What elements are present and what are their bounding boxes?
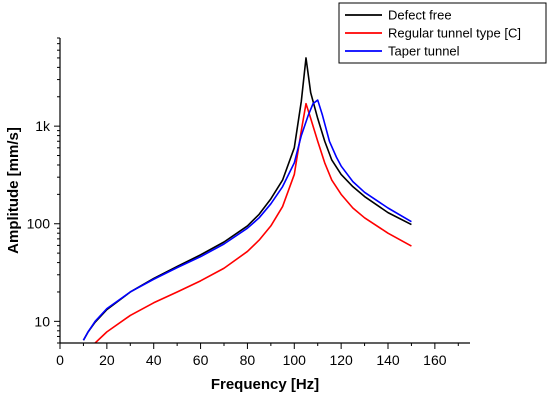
x-tick-label: 40 [146,352,162,368]
legend-label: Defect free [388,8,452,23]
y-tick-label: 10 [34,313,50,329]
legend: Defect free Regular tunnel type [C] Taper … [338,2,547,64]
x-axis-title: Frequency [Hz] [211,376,319,393]
x-tick-label: 160 [423,352,447,368]
series-line-regular-tunnel-type-c [94,102,412,343]
legend-label: Taper tunnel [388,44,460,59]
x-tick-label: 20 [99,352,115,368]
x-tick-label: 60 [193,352,209,368]
x-tick-label: 120 [329,352,353,368]
series-line-taper-tunnel [82,99,412,341]
x-tick-label: 100 [283,352,307,368]
x-tick-label: 140 [376,352,400,368]
series-lines [82,57,412,343]
axes: 0 20 40 60 80 100 120 140 160 10 100 1k [27,37,470,368]
y-tick-label: 1k [35,118,51,134]
x-tick-label: 80 [240,352,256,368]
x-tick-label: 0 [56,352,64,368]
legend-label: Regular tunnel type [C] [388,26,521,41]
y-tick-label: 100 [27,216,51,232]
series-line-defect-free [82,57,412,341]
y-axis-title: Amplitude [mm/s] [5,127,22,254]
